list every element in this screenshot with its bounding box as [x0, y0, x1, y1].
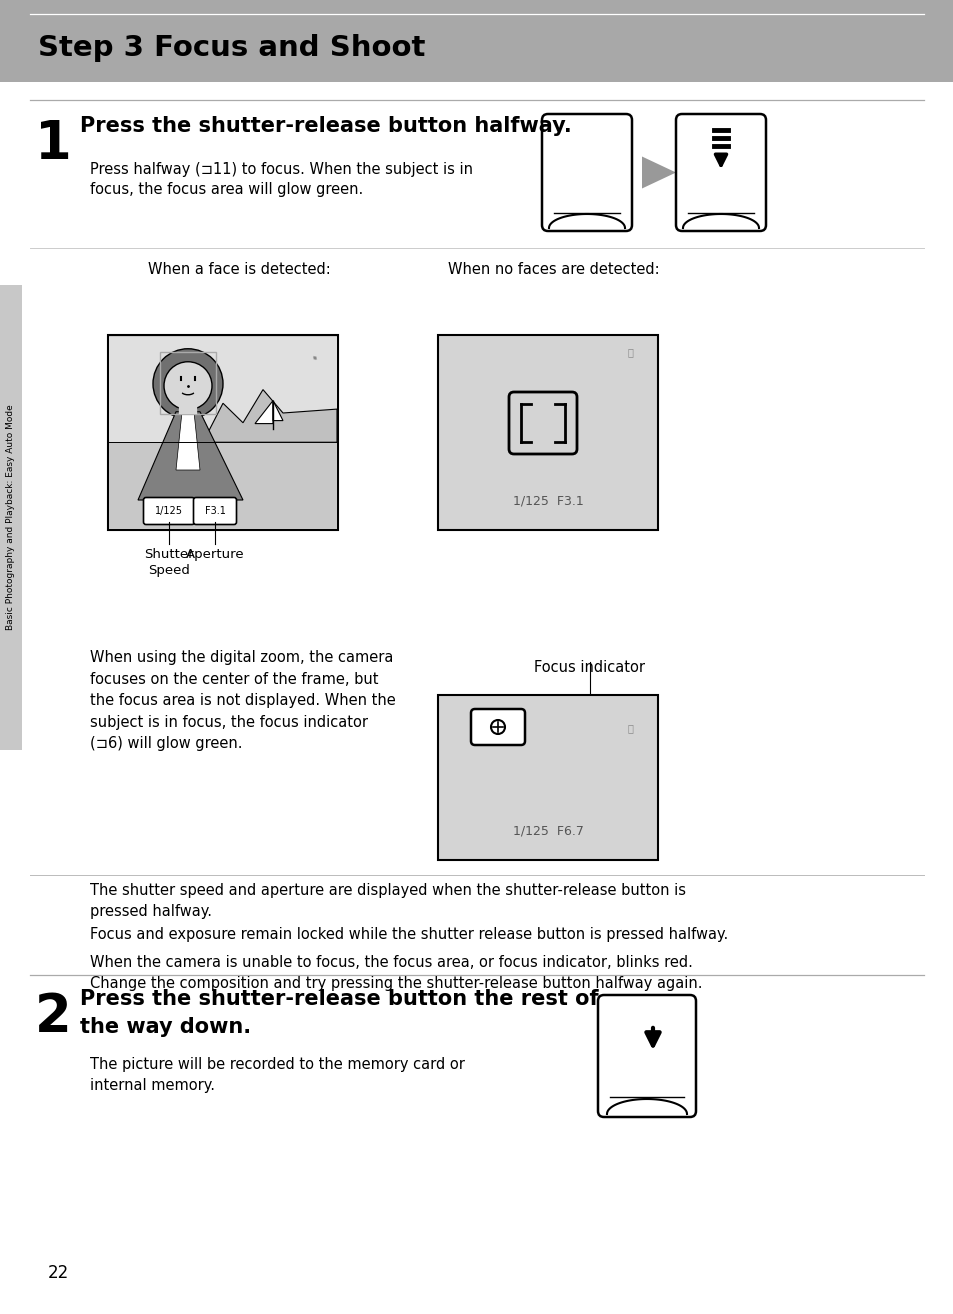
Text: Speed: Speed — [148, 564, 190, 577]
Text: ♦: ♦ — [312, 353, 320, 361]
Polygon shape — [641, 156, 676, 188]
Text: 2: 2 — [35, 991, 71, 1043]
Text: When a face is detected:: When a face is detected: — [148, 261, 331, 277]
Bar — [160, 352, 215, 414]
Text: Press the shutter-release button the rest of: Press the shutter-release button the res… — [80, 989, 598, 1009]
Polygon shape — [273, 401, 283, 420]
FancyBboxPatch shape — [471, 710, 524, 745]
Text: 22: 22 — [48, 1264, 70, 1282]
FancyBboxPatch shape — [509, 392, 577, 455]
FancyBboxPatch shape — [143, 498, 194, 524]
Text: When using the digital zoom, the camera
focuses on the center of the frame, but
: When using the digital zoom, the camera … — [90, 650, 395, 752]
Text: Step 3 Focus and Shoot: Step 3 Focus and Shoot — [38, 34, 425, 62]
Text: Aperture: Aperture — [186, 548, 244, 561]
Circle shape — [152, 348, 223, 419]
Bar — [437, 335, 658, 530]
Text: ఆ: ఆ — [626, 723, 632, 733]
Bar — [109, 443, 336, 530]
Text: Focus indicator: Focus indicator — [534, 660, 645, 675]
Bar — [108, 335, 337, 530]
FancyBboxPatch shape — [598, 995, 696, 1117]
Text: 1/125  F6.7: 1/125 F6.7 — [512, 825, 583, 838]
Text: focus, the focus area will glow green.: focus, the focus area will glow green. — [90, 183, 363, 197]
Text: Basic Photography and Playback: Easy Auto Mode: Basic Photography and Playback: Easy Aut… — [7, 405, 15, 631]
FancyBboxPatch shape — [676, 114, 765, 231]
Polygon shape — [254, 401, 273, 423]
Bar — [109, 336, 336, 443]
Text: When the camera is unable to focus, the focus area, or focus indicator, blinks r: When the camera is unable to focus, the … — [90, 955, 701, 991]
Polygon shape — [138, 411, 243, 501]
Text: 1/125: 1/125 — [154, 506, 183, 516]
Polygon shape — [175, 411, 200, 470]
FancyBboxPatch shape — [193, 498, 236, 524]
Polygon shape — [203, 389, 336, 443]
Text: Press halfway (⊐11) to focus. When the subject is in: Press halfway (⊐11) to focus. When the s… — [90, 162, 473, 177]
Text: Focus and exposure remain locked while the shutter release button is pressed hal: Focus and exposure remain locked while t… — [90, 926, 727, 942]
Bar — [0, 0, 953, 81]
Text: Shutter: Shutter — [144, 548, 193, 561]
Text: 1/125  F3.1: 1/125 F3.1 — [512, 495, 583, 509]
Circle shape — [164, 361, 212, 410]
Text: ఆ: ఆ — [626, 347, 632, 357]
Text: When no faces are detected:: When no faces are detected: — [448, 261, 659, 277]
Text: 1: 1 — [35, 118, 71, 170]
Text: The picture will be recorded to the memory card or
internal memory.: The picture will be recorded to the memo… — [90, 1056, 464, 1093]
Text: F3.1: F3.1 — [204, 506, 225, 516]
Text: The shutter speed and aperture are displayed when the shutter-release button is
: The shutter speed and aperture are displ… — [90, 883, 685, 918]
Bar — [0, 285, 22, 750]
Text: Press the shutter-release button halfway.: Press the shutter-release button halfway… — [80, 116, 571, 137]
FancyBboxPatch shape — [541, 114, 631, 231]
Text: the way down.: the way down. — [80, 1017, 251, 1037]
Bar — [437, 695, 658, 859]
